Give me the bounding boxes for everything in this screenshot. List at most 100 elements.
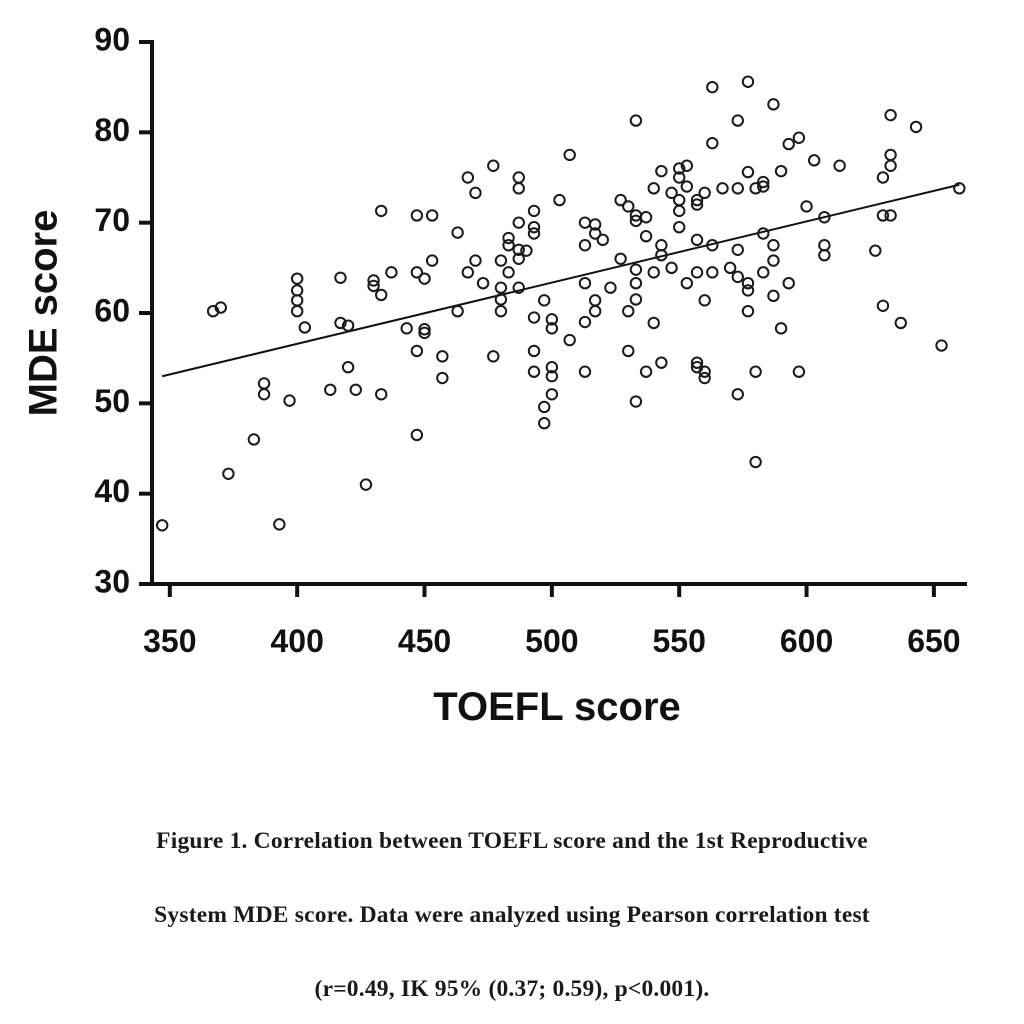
scatter-point (418, 272, 431, 285)
y-tick-label: 90 (94, 21, 130, 57)
scatter-point (375, 388, 388, 401)
x-tick-label: 550 (653, 623, 706, 659)
scatter-point (527, 365, 541, 378)
scatter-point (578, 216, 592, 229)
scatter-point (476, 276, 490, 290)
scatter-point (673, 220, 686, 234)
scatter-point (706, 239, 719, 252)
scatter-point (283, 394, 296, 407)
scatter-point (545, 322, 559, 335)
scatter-point (680, 180, 694, 193)
scatter-point (527, 344, 541, 358)
scatter-point (731, 270, 744, 284)
scatter-point (741, 75, 755, 88)
scatter-point (494, 293, 508, 306)
scatter-point (767, 239, 780, 252)
scatter-point (629, 114, 643, 127)
scatter-point (494, 281, 508, 294)
scatter-point (800, 200, 813, 213)
x-tick-label: 450 (398, 623, 451, 659)
scatter-point (418, 323, 431, 336)
scatter-point (538, 294, 551, 307)
scatter-point (469, 186, 482, 200)
scatter-point (349, 383, 362, 396)
scatter-point (782, 137, 795, 151)
scatter-point (749, 455, 762, 469)
scatter-point (596, 233, 609, 247)
scatter-point (545, 388, 559, 401)
scatter-point (629, 263, 643, 276)
scatter-point (894, 316, 907, 330)
scatter-point (639, 365, 653, 378)
scatter-point (647, 316, 660, 330)
scatter-point (487, 350, 500, 363)
scatter-point (545, 370, 559, 383)
scatter-point (884, 209, 897, 222)
scatter-point (538, 400, 551, 414)
scatter-point (410, 266, 424, 279)
scatter-point (257, 388, 271, 401)
scatter-point (578, 276, 592, 290)
scatter-point (290, 284, 304, 297)
scatter-point (706, 80, 719, 94)
y-tick-label: 30 (94, 563, 130, 599)
scatter-point (690, 233, 704, 247)
x-tick-label: 600 (780, 623, 833, 659)
scatter-point (155, 519, 169, 532)
scatter-point (698, 186, 711, 200)
scatter-point (367, 279, 380, 293)
scatter-point (690, 193, 704, 207)
scatter-point (767, 289, 780, 303)
scatter-point (731, 243, 744, 256)
scatter-point (876, 209, 890, 222)
scatter-point (502, 266, 515, 279)
scatter-point (545, 361, 559, 374)
scatter-point (425, 254, 439, 267)
scatter-point (425, 209, 439, 222)
scatter-point (884, 108, 897, 122)
scatter-point (545, 313, 559, 326)
scatter-point (680, 159, 694, 172)
scatter-point (655, 248, 668, 262)
scatter-point (706, 136, 719, 150)
scatter-point (647, 266, 660, 279)
scatter-point (588, 294, 602, 307)
scatter-point (502, 239, 515, 252)
scatter-point (774, 322, 788, 335)
scatter-point (341, 319, 355, 332)
scatter-point (716, 182, 729, 195)
scatter-point (655, 356, 668, 369)
scatter-point (527, 220, 541, 234)
scatter-point (741, 165, 755, 179)
scatter-point (622, 344, 635, 358)
scatter-point (884, 159, 897, 172)
scatter-point (629, 276, 643, 290)
scatter-point (512, 252, 525, 265)
scatter-point (461, 171, 475, 184)
scatter-point (359, 478, 373, 491)
scatter-point (324, 383, 337, 396)
scatter-point (655, 239, 668, 252)
scatter-point (953, 182, 966, 195)
scatter-point (665, 261, 678, 275)
scatter-point (410, 344, 424, 358)
scatter-point (757, 175, 770, 189)
scatter-point (884, 148, 897, 162)
scatter-point (774, 164, 788, 178)
scatter-point (487, 159, 500, 172)
scatter-point (563, 333, 576, 347)
x-tick-label: 400 (270, 623, 323, 659)
regression-line (161, 183, 960, 378)
scatter-point (578, 239, 592, 252)
scatter-point (723, 261, 737, 275)
scatter-point (706, 266, 719, 279)
scatter-point (647, 182, 660, 195)
scatter-point (680, 276, 694, 290)
scatter-point (690, 198, 704, 211)
scatter-point (494, 254, 508, 267)
scatter-point (451, 304, 464, 318)
scatter-point (639, 211, 653, 224)
scatter-point (341, 361, 355, 374)
y-tick-label: 80 (94, 112, 130, 148)
scatter-chart: MDE score TOEFL score 30 40 50 60 70 80 90 350 4… (22, 21, 967, 729)
